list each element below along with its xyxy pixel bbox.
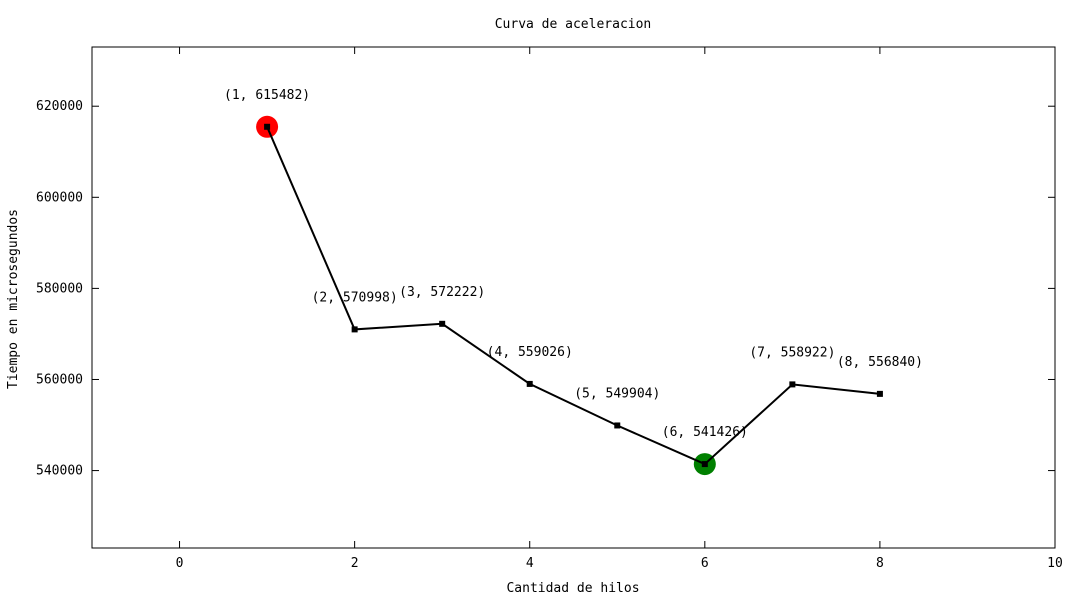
data-point: [614, 422, 621, 429]
x-tick-label: 10: [1047, 556, 1063, 571]
x-axis-label: Cantidad de hilos: [506, 581, 639, 596]
data-point: [351, 326, 358, 333]
y-tick-label: 600000: [36, 190, 83, 205]
data-point: [439, 320, 446, 327]
plot-frame: [91, 46, 1056, 549]
point-label: (6, 541426): [662, 425, 748, 440]
y-axis-label: Tiempo en microsegundos: [6, 209, 21, 389]
point-label: (2, 570998): [312, 290, 398, 305]
x-tick-label: 6: [701, 556, 709, 571]
point-label: (1, 615482): [224, 88, 310, 103]
point-label: (7, 558922): [749, 345, 835, 360]
y-tick-label: 580000: [36, 281, 83, 296]
y-tick-label: 620000: [36, 99, 83, 114]
data-point: [789, 381, 796, 388]
data-point: [701, 461, 708, 468]
chart-title: Curva de aceleracion: [495, 17, 652, 32]
x-tick-label: 4: [526, 556, 534, 571]
x-tick-label: 8: [876, 556, 884, 571]
y-tick-label: 560000: [36, 372, 83, 387]
data-point: [264, 123, 271, 130]
series-line: [266, 126, 881, 466]
data-point: [526, 380, 533, 387]
point-label: (5, 549904): [574, 386, 660, 401]
x-tick-label: 2: [351, 556, 359, 571]
axis-ticks: 0 2 4 6 8 10 540000 560000 580000 600000 620000: [36, 47, 1063, 571]
data-point: [876, 390, 883, 397]
x-tick-label: 0: [176, 556, 184, 571]
y-tick-label: 540000: [36, 464, 83, 479]
data-points: [264, 123, 883, 468]
point-label: (3, 572222): [399, 285, 485, 300]
point-label: (8, 556840): [837, 355, 923, 370]
point-labels: (1, 615482) (2, 570998) (3, 572222) (4, 559…: [224, 88, 923, 440]
point-label: (4, 559026): [487, 345, 573, 360]
